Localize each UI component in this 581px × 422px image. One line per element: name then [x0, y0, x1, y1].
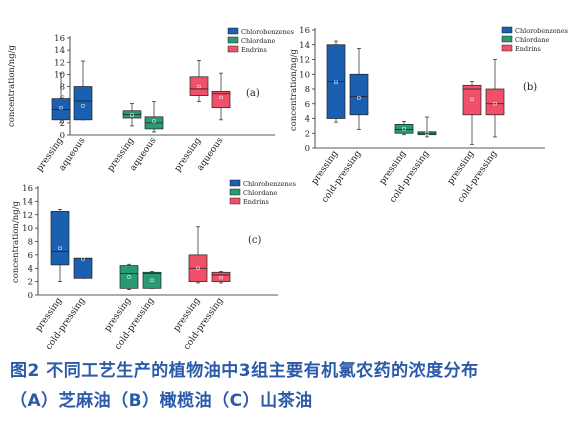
y-tick-label: 12 — [299, 56, 310, 66]
y-tick-label: 16 — [22, 184, 33, 194]
legend-label-chlordane: Chlordane — [241, 37, 275, 45]
box-mean-marker — [219, 95, 223, 100]
box-mean-marker — [402, 127, 406, 131]
box-chlordane-pressing — [394, 124, 414, 134]
box-mean-marker — [197, 84, 201, 89]
box-endrins-pressing — [462, 84, 482, 116]
legend-label-endrins: Endrins — [241, 46, 267, 54]
legend-label-chlordane: Chlordane — [243, 189, 277, 197]
y-tick-label: 6 — [305, 100, 310, 110]
legend-swatch-endrins — [227, 45, 239, 53]
box-mean-marker — [130, 113, 134, 117]
y-tick-label: 2 — [305, 129, 310, 139]
box-mean-marker — [493, 102, 497, 106]
y-tick-label: 4 — [28, 264, 33, 274]
y-axis-label: concentration/ng/g — [7, 44, 17, 127]
legend-label-chlorobenzenes: Chlorobenzenes — [243, 180, 296, 188]
box-mean-marker — [127, 275, 131, 279]
legend-label-endrins: Endrins — [515, 45, 541, 53]
y-tick-label: 12 — [54, 58, 65, 68]
y-tick-label: 10 — [54, 70, 65, 80]
box-chlordane-cold-pressing — [142, 271, 162, 289]
figure-caption-line1: 图2 不同工艺生产的植物油中3组主要有机氯农药的浓度分布 — [10, 361, 479, 381]
legend-swatch-endrins — [229, 197, 241, 205]
legend-label-chlorobenzenes: Chlorobenzenes — [515, 27, 568, 35]
box-mean-marker — [59, 106, 63, 110]
y-tick-label: 8 — [305, 85, 310, 95]
y-tick-label: 0 — [305, 144, 310, 154]
y-tick-label: 4 — [305, 115, 310, 125]
chart-panel-c: 0246810121416concentration/ng/gpressingc… — [11, 179, 296, 350]
box-mean-marker — [58, 246, 62, 250]
y-tick-label: 2 — [28, 278, 33, 288]
legend-label-chlorobenzenes: Chlorobenzenes — [241, 28, 294, 36]
box-chlordane-pressing — [119, 265, 139, 289]
box-chlorobenzenes-cold-pressing — [349, 73, 369, 116]
box-chlorobenzenes-pressing — [50, 211, 70, 266]
legend-swatch-chlordane — [501, 35, 513, 43]
legend-swatch-endrins — [501, 44, 513, 52]
box-endrins-cold-pressing — [485, 88, 505, 116]
box-endrins-cold-pressing — [211, 271, 231, 282]
y-axis-label: concentration/ng/g — [11, 200, 21, 283]
box-mean-marker — [196, 266, 200, 270]
chart-panel-a: 0246810121416concentration/ng/gpressinga… — [7, 27, 294, 174]
y-tick-label: 10 — [22, 224, 33, 234]
box-mean-marker — [357, 96, 361, 100]
y-axis-label: concentration/ng/g — [289, 48, 299, 131]
y-tick-label: 12 — [22, 211, 33, 221]
y-tick-label: 0 — [28, 291, 33, 301]
legend-swatch-chlorobenzenes — [229, 179, 241, 187]
legend-swatch-chlorobenzenes — [501, 26, 513, 34]
box-chlorobenzenes-aqueous — [73, 86, 93, 121]
legend-label-endrins: Endrins — [243, 198, 269, 206]
y-tick-label: 14 — [22, 197, 33, 207]
y-tick-label: 16 — [54, 34, 65, 44]
box-mean-marker — [219, 276, 223, 280]
box-mean-marker — [470, 97, 474, 101]
box-endrins-aqueous — [211, 90, 231, 109]
box-mean-marker — [152, 119, 156, 123]
box-mean-marker — [81, 257, 85, 261]
y-tick-label: 14 — [54, 46, 65, 56]
y-tick-label: 6 — [28, 251, 33, 261]
y-tick-label: 8 — [28, 238, 33, 248]
y-tick-label: 2 — [60, 119, 65, 129]
chart-panel-b: 0246810121416concentration/ng/gpressingc… — [289, 26, 568, 205]
y-tick-label: 14 — [299, 41, 310, 51]
y-tick-label: 16 — [299, 26, 310, 36]
panel-label: (c) — [248, 235, 262, 246]
box-mean-marker — [334, 80, 338, 84]
legend-swatch-chlordane — [229, 188, 241, 196]
box-chlorobenzenes-cold-pressing — [73, 257, 93, 279]
y-tick-label: 10 — [299, 70, 310, 80]
legend-swatch-chlordane — [227, 36, 239, 44]
legend-label-chlordane: Chlordane — [515, 36, 549, 44]
box-endrins-pressing — [189, 76, 209, 96]
panel-label: (a) — [246, 88, 260, 99]
figure-caption-line2: （A）芝麻油（B）橄榄油（C）山茶油 — [10, 391, 313, 411]
y-tick-label: 8 — [60, 83, 65, 93]
box-mean-marker — [150, 278, 154, 282]
box-mean-marker — [425, 131, 429, 135]
legend-swatch-chlorobenzenes — [227, 27, 239, 35]
y-tick-label: 0 — [60, 131, 65, 141]
box-mean-marker — [81, 104, 85, 108]
panel-label: (b) — [523, 82, 537, 93]
boxplot-figure: 0246810121416concentration/ng/gpressinga… — [7, 26, 568, 350]
